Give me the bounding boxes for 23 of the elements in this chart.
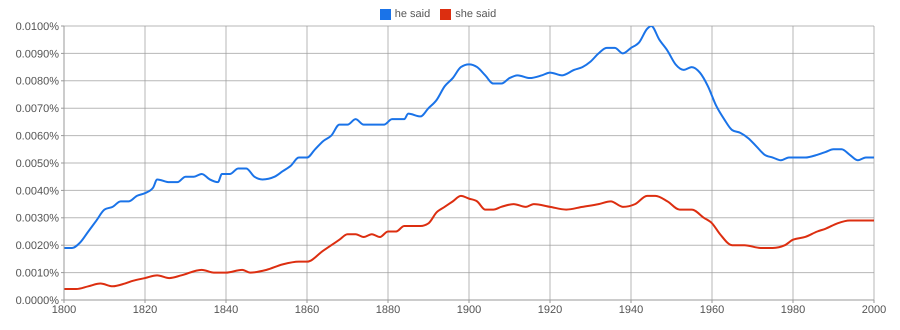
line-series	[64, 194, 874, 290]
x-tick-label: 2000	[862, 304, 886, 316]
y-tick-label: 0.0080%	[16, 76, 60, 88]
x-tick-label: 1920	[538, 304, 562, 316]
x-tick-label: 1820	[132, 304, 158, 316]
x-tick-label: 1940	[618, 304, 644, 316]
y-tick-label: 0.0040%	[16, 185, 60, 198]
x-tick-label: 1860	[294, 304, 320, 316]
x-tick-label: 1840	[214, 304, 238, 316]
x-tick-label: 1960	[700, 304, 724, 316]
y-tick-label: 0.0100%	[16, 20, 60, 33]
y-tick-label: 0.0070%	[16, 103, 60, 116]
y-tick-label: 0.0050%	[16, 158, 60, 170]
y-tick-label: 0.0010%	[16, 268, 60, 280]
y-tick-label: 0.0020%	[16, 240, 60, 252]
y-tick-label: 0.0060%	[16, 130, 60, 143]
x-tick-label: 1900	[456, 304, 482, 316]
legend-label: he said	[394, 8, 430, 20]
x-tick-label: 1880	[376, 304, 400, 316]
y-tick-label: 0.0090%	[16, 48, 60, 60]
x-tick-label: 1980	[780, 304, 806, 316]
legend-label: she said	[455, 8, 496, 20]
y-tick-label: 0.0030%	[16, 212, 60, 225]
